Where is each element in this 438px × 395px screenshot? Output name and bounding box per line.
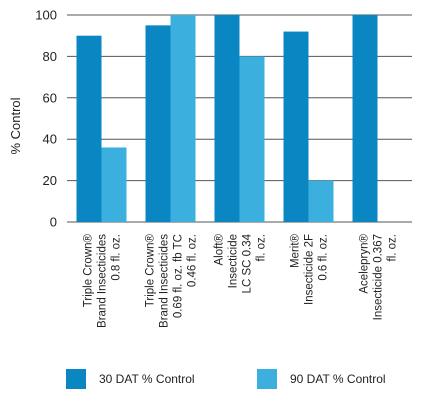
category-label-5: Acelepryn® Insecticide 0.367 fl. oz.: [359, 233, 399, 320]
category-label-4-line-2: Insecticide 2F: [304, 234, 316, 305]
category-label-2-line-4: 0.46 fl. oz.: [187, 234, 199, 287]
y-tick-label-60: 60: [43, 90, 57, 105]
category-label-1-line-2: Brand Insecticides: [97, 234, 109, 328]
category-label-4-line-3: 0.6 fl. oz.: [318, 234, 330, 281]
category-label-1-line-1: Triple Crown®: [83, 233, 95, 307]
category-label-2-line-1: Triple Crown®: [145, 233, 157, 307]
category-label-3-line-1: Aloft®: [214, 233, 226, 265]
bar-series1-cat2: [145, 25, 171, 222]
legend: 30 DAT % Control 90 DAT % Control: [0, 368, 438, 390]
bar-series1-cat5: [352, 15, 378, 222]
legend-item-30dat: 30 DAT % Control: [66, 368, 195, 390]
y-tick-label-100: 100: [35, 8, 57, 23]
category-label-4: Merit® Insecticide 2F 0.6 fl. oz.: [290, 233, 330, 304]
category-label-5-line-2: Insecticide 0.367: [373, 234, 385, 320]
category-label-2-line-3: 0.69 fl. oz. fb TC: [173, 234, 185, 318]
bar-series1-cat1: [76, 35, 102, 223]
category-label-1-line-3: 0.8 fl. oz.: [111, 234, 123, 281]
y-tick-label-0: 0: [50, 215, 57, 230]
bar-series2-cat3: [239, 56, 265, 223]
bar-series1-cat3: [214, 15, 240, 222]
bar-series2-cat2: [170, 15, 196, 222]
category-label-5-line-1: Acelepryn®: [359, 233, 371, 293]
legend-item-90dat: 90 DAT % Control: [257, 368, 386, 390]
legend-label-30dat: 30 DAT % Control: [99, 372, 195, 386]
bar-series1-cat4: [283, 31, 309, 223]
bar-series2-cat4: [308, 180, 334, 222]
category-label-3-line-3: LC SC 0.34: [242, 233, 254, 293]
y-tick-label-20: 20: [43, 173, 57, 188]
bar-series2-cat1: [101, 147, 127, 222]
legend-swatch-90dat: [257, 369, 277, 389]
y-tick-label-40: 40: [43, 132, 57, 147]
x-axis-category-labels: Triple Crown® Brand Insecticides 0.8 fl. o…: [83, 233, 399, 328]
category-label-5-line-3: fl. oz.: [387, 234, 399, 261]
y-tick-label-80: 80: [43, 49, 57, 64]
category-label-2-line-2: Brand Insecticides: [159, 234, 171, 328]
legend-label-90dat: 90 DAT % Control: [290, 372, 386, 386]
y-axis-ticks: 0 20 40 60 80 100: [35, 8, 57, 230]
legend-swatch-30dat: [66, 369, 86, 389]
y-axis-title: % Control: [8, 97, 23, 154]
bars: [76, 15, 378, 223]
category-label-3-line-4: fl. oz.: [256, 234, 268, 261]
category-label-2: Triple Crown® Brand Insecticides 0.69 fl. …: [145, 233, 199, 327]
category-label-3: Aloft® Insecticide LC SC 0.34 fl. oz.: [214, 233, 268, 293]
category-label-3-line-2: Insecticide: [228, 234, 240, 288]
category-label-1: Triple Crown® Brand Insecticides 0.8 fl. o…: [83, 233, 123, 327]
category-label-4-line-1: Merit®: [290, 233, 302, 268]
